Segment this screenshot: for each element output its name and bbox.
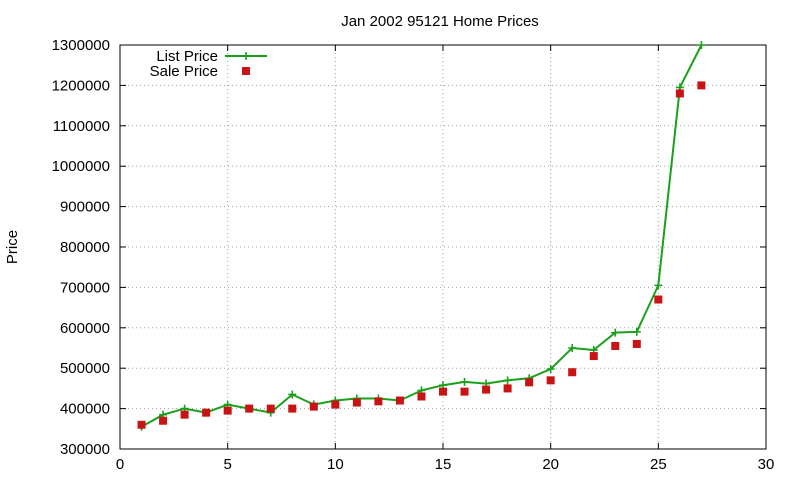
data-point-sale-price xyxy=(352,398,361,407)
legend-marker-list-price xyxy=(242,52,250,60)
y-tick-label: 1000000 xyxy=(52,158,110,175)
data-point-list-price xyxy=(503,376,512,385)
data-point-sale-price xyxy=(439,387,447,396)
data-point-sale-price xyxy=(482,385,491,394)
data-point-sale-price xyxy=(589,352,598,361)
x-tick-label: 25 xyxy=(650,456,667,473)
legend-marker-sale-price xyxy=(242,67,250,75)
data-point-list-price xyxy=(460,377,469,386)
data-point-sale-price xyxy=(417,392,426,401)
y-tick-label: 300000 xyxy=(60,441,110,458)
data-point-sale-price xyxy=(697,81,706,90)
data-point-sale-price xyxy=(632,339,641,348)
y-tick-label: 1100000 xyxy=(53,118,110,135)
y-tick-label: 600000 xyxy=(60,320,110,337)
data-point-sale-price xyxy=(202,408,211,417)
legend-sample-sale-price xyxy=(242,67,250,75)
x-tick-label: 5 xyxy=(223,456,231,473)
data-point-sale-price xyxy=(266,404,275,413)
data-point-list-price xyxy=(288,390,297,399)
x-tick-label: 15 xyxy=(435,456,452,473)
data-point-list-price xyxy=(568,344,577,352)
data-point-sale-price xyxy=(137,420,146,429)
legend-label-sale-price: Sale Price xyxy=(150,63,218,80)
y-tick-label: 1200000 xyxy=(52,77,110,94)
data-point-list-price xyxy=(697,41,706,49)
data-point-list-price xyxy=(546,365,555,374)
data-point-list-price xyxy=(632,327,641,336)
y-tick-label: 400000 xyxy=(60,401,110,418)
data-point-sale-price xyxy=(654,295,663,304)
axis-ticks: 300000 400000 500000 600000 700000 800000 9000… xyxy=(52,37,775,473)
data-point-sale-price xyxy=(611,341,620,350)
legend-label-list-price: List Price xyxy=(156,48,218,65)
x-tick-label: 20 xyxy=(542,456,559,473)
data-point-sale-price xyxy=(503,384,512,393)
legend: List Price Sale Price xyxy=(150,48,267,80)
y-tick-label: 700000 xyxy=(60,279,110,296)
data-point-sale-price xyxy=(546,376,555,385)
data-point-sale-price xyxy=(374,397,383,406)
data-point-sale-price xyxy=(331,400,340,409)
x-tick-label: 10 xyxy=(327,456,344,473)
data-point-sale-price xyxy=(568,368,577,377)
y-axis-label: Price xyxy=(4,230,21,264)
chart-title: Jan 2002 95121 Home Prices xyxy=(341,13,539,30)
series-line-list-price xyxy=(141,44,703,428)
x-tick-label: 30 xyxy=(758,456,775,473)
data-point-sale-price xyxy=(223,406,232,415)
x-tick-label: 0 xyxy=(116,456,124,473)
legend-sample-list-price xyxy=(225,52,267,60)
data-point-sale-price xyxy=(460,387,469,396)
data-point-sale-price xyxy=(180,410,189,419)
data-point-sale-price xyxy=(675,89,684,98)
data-point-list-price xyxy=(611,328,620,337)
data-point-list-price xyxy=(654,281,663,290)
data-point-sale-price xyxy=(525,378,534,387)
y-tick-label: 800000 xyxy=(60,239,110,256)
data-point-sale-price xyxy=(309,402,318,411)
y-tick-label: 500000 xyxy=(60,360,110,377)
data-point-sale-price xyxy=(159,416,168,425)
data-point-sale-price xyxy=(288,404,297,413)
series-layer xyxy=(137,41,706,431)
y-tick-label: 900000 xyxy=(60,199,110,216)
data-point-sale-price xyxy=(395,396,404,405)
y-tick-label: 1300000 xyxy=(52,37,110,54)
data-point-sale-price xyxy=(245,404,254,413)
